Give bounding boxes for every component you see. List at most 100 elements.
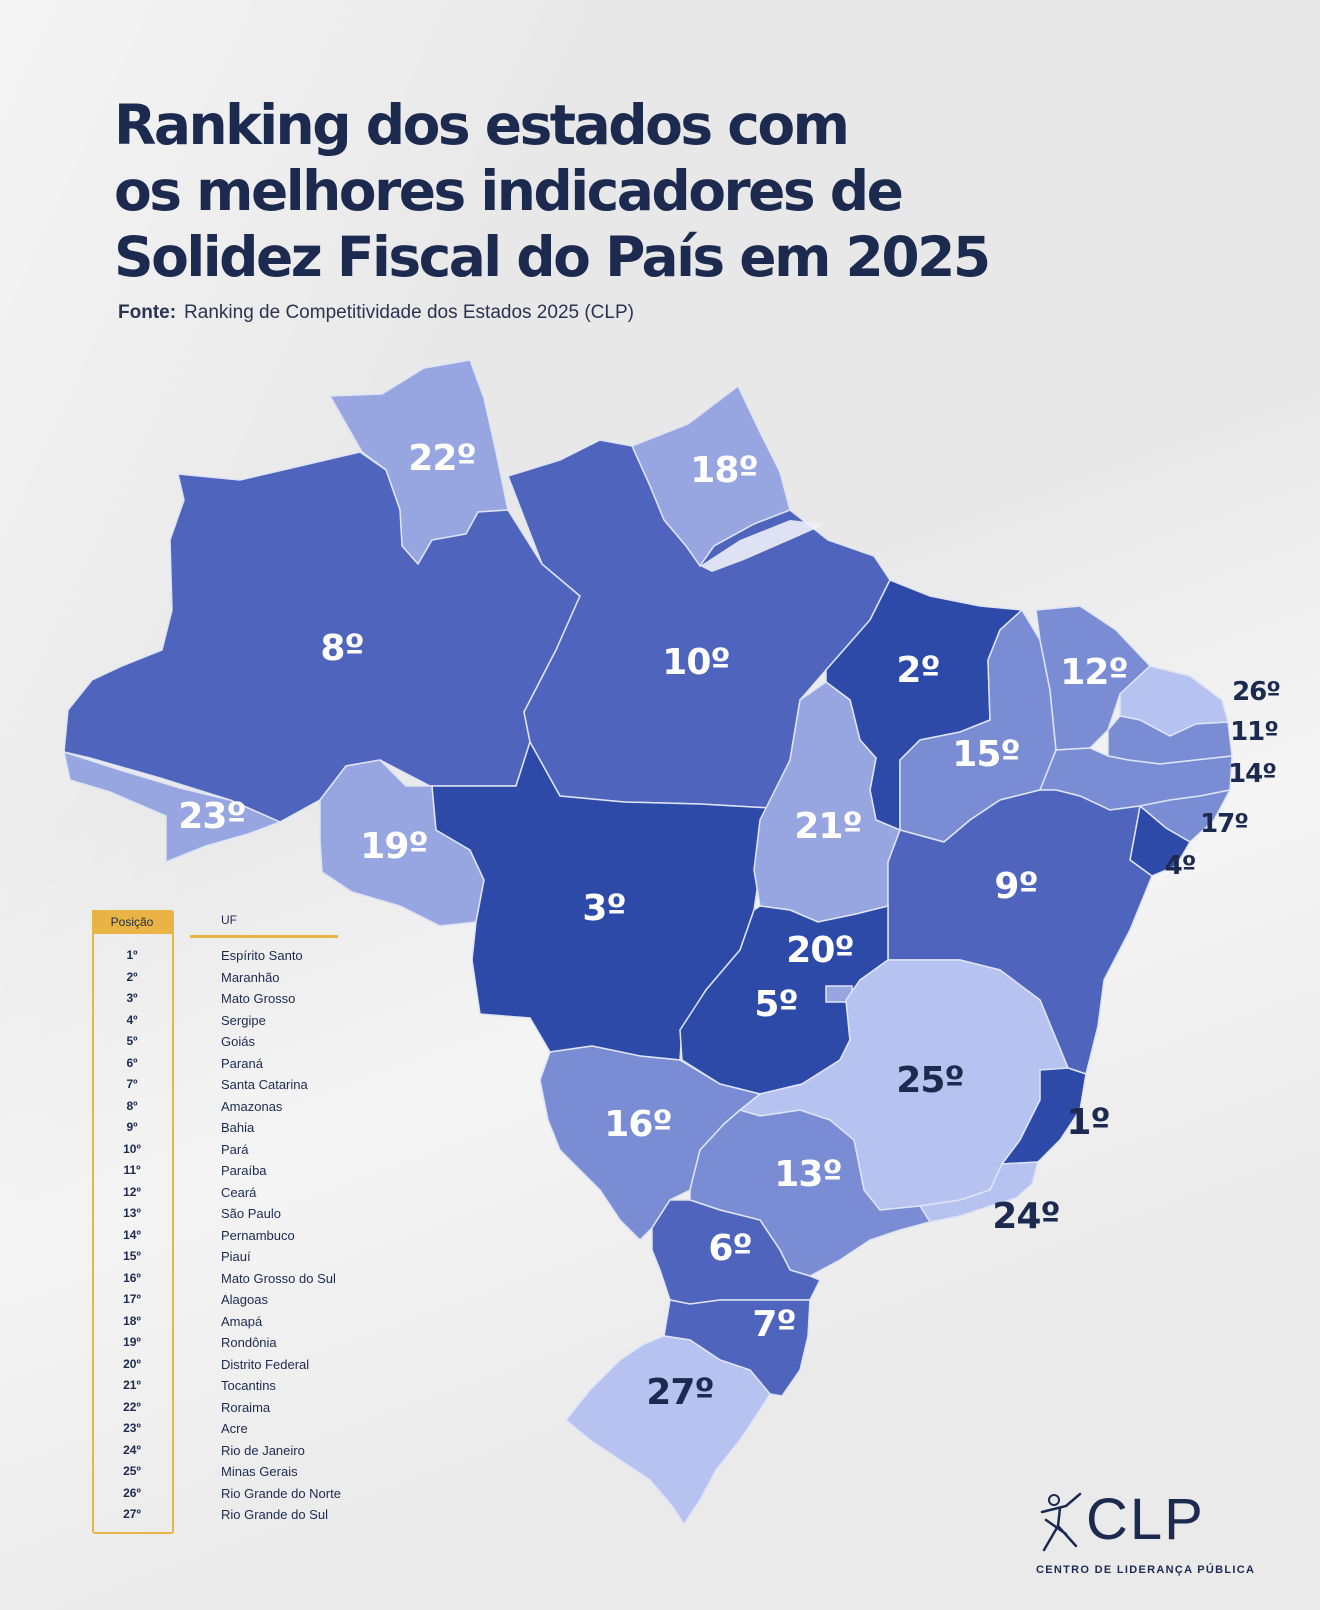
legend-state-name: São Paulo	[221, 1206, 281, 1221]
legend-position: 21º	[123, 1378, 141, 1392]
legend-row: 9º Bahia	[92, 1120, 392, 1141]
legend-row: 23º Acre	[92, 1421, 392, 1442]
rank-label-RS: 27º	[646, 1372, 713, 1413]
legend-position: 3º	[126, 991, 138, 1005]
legend-uf-underline	[190, 935, 338, 938]
legend-state-name: Mato Grosso do Sul	[221, 1270, 336, 1286]
rank-label-RJ: 24º	[992, 1196, 1059, 1237]
legend-position: 11º	[123, 1163, 141, 1177]
legend-row: 24º Rio de Janeiro	[92, 1443, 392, 1464]
legend-position: 2º	[126, 969, 138, 984]
legend-position: 17º	[123, 1292, 141, 1306]
legend-state-name: Goiás	[221, 1034, 255, 1049]
legend-position: 15º	[123, 1249, 141, 1263]
source-note: Fonte: Ranking de Competitividade dos Est…	[118, 302, 634, 324]
rank-label-TO: 21º	[794, 806, 861, 847]
legend-position: 24º	[123, 1442, 141, 1457]
source-label: Fonte:	[118, 302, 177, 323]
legend-row: 21º Tocantins	[92, 1378, 392, 1399]
legend-state-name: Pará	[221, 1141, 249, 1157]
legend-position: 25º	[123, 1464, 141, 1478]
legend-state-name: Santa Catarina	[221, 1077, 308, 1092]
legend-state-name: Rio Grande do Norte	[221, 1485, 341, 1501]
page-title: Ranking dos estados com os melhores indi…	[114, 92, 1074, 290]
rank-label-RN: 26º	[1232, 677, 1280, 707]
legend-row: 5º Goiás	[92, 1034, 392, 1055]
legend-state-name: Roraima	[221, 1399, 271, 1415]
rank-label-AP: 18º	[690, 450, 757, 491]
legend-row: 17º Alagoas	[92, 1292, 392, 1313]
rank-label-MA: 2º	[896, 650, 939, 691]
legend-position: 8º	[126, 1098, 138, 1113]
clp-logo: CLP CENTRO DE LIDERANÇA PÚBLICA	[1036, 1487, 1276, 1576]
legend-position: 6º	[126, 1055, 138, 1070]
state-RJ[interactable]	[918, 1161, 1039, 1223]
legend-position: 10º	[123, 1141, 141, 1156]
rank-label-PI: 15º	[952, 734, 1019, 775]
legend-position: 19º	[123, 1335, 141, 1349]
rank-label-MS: 16º	[604, 1104, 671, 1145]
legend-state-name: Amazonas	[221, 1098, 283, 1114]
legend-row: 8º Amazonas	[92, 1099, 392, 1120]
rank-label-SE: 4º	[1165, 851, 1196, 881]
title-line-3: Solidez Fiscal do País em 2025	[114, 225, 991, 289]
legend-state-name: Rio de Janeiro	[221, 1442, 305, 1458]
legend-position: 1º	[126, 948, 138, 962]
legend-position: 18º	[123, 1313, 141, 1328]
rank-label-RO: 19º	[360, 826, 427, 867]
legend-state-name: Amapá	[221, 1313, 263, 1329]
legend-row: 16º Mato Grosso do Sul	[92, 1271, 392, 1292]
legend-position: 14º	[123, 1227, 141, 1242]
title-line-2: os melhores indicadores de	[114, 159, 904, 223]
legend-row: 3º Mato Grosso	[92, 991, 392, 1012]
legend-row: 11º Paraíba	[92, 1163, 392, 1184]
legend-row: 1º Espírito Santo	[92, 948, 392, 969]
legend-row: 14º Pernambuco	[92, 1228, 392, 1249]
legend-state-name: Maranhão	[221, 969, 280, 985]
legend-state-name: Paraíba	[221, 1163, 267, 1178]
legend-position: 23º	[123, 1421, 141, 1435]
legend-row: 15º Piauí	[92, 1249, 392, 1270]
legend-position: 27º	[123, 1507, 141, 1521]
legend-position: 13º	[123, 1206, 141, 1220]
legend-state-name: Paraná	[221, 1055, 263, 1071]
legend-state-name: Rio Grande do Sul	[221, 1507, 328, 1522]
legend-state-name: Tocantins	[221, 1378, 276, 1393]
state-ES[interactable]	[1000, 1067, 1087, 1165]
legend-row: 26º Rio Grande do Norte	[92, 1486, 392, 1507]
legend-position: 5º	[126, 1034, 138, 1048]
state-AC[interactable]	[62, 750, 282, 864]
legend-state-name: Piauí	[221, 1249, 251, 1264]
legend-row: 4º Sergipe	[92, 1013, 392, 1034]
legend-row: 10º Pará	[92, 1142, 392, 1163]
rank-label-MG: 25º	[896, 1060, 963, 1101]
legend-position: 22º	[123, 1399, 141, 1414]
legend-row: 22º Roraima	[92, 1400, 392, 1421]
legend-state-name: Alagoas	[221, 1292, 268, 1307]
legend-state-name: Ceará	[221, 1184, 257, 1200]
legend-row: 12º Ceará	[92, 1185, 392, 1206]
rank-label-PB: 11º	[1230, 717, 1278, 747]
rank-label-MT: 3º	[582, 888, 625, 929]
legend-position: 4º	[126, 1012, 138, 1027]
legend-state-name: Rondônia	[221, 1335, 277, 1350]
rank-label-AM: 8º	[320, 628, 363, 669]
state-RS[interactable]	[564, 1335, 771, 1526]
legend-position: 9º	[126, 1120, 138, 1134]
rank-label-GO: 5º	[754, 984, 797, 1025]
legend-state-name: Acre	[221, 1421, 248, 1436]
rank-label-RR: 22º	[408, 438, 475, 479]
legend-row: 7º Santa Catarina	[92, 1077, 392, 1098]
legend-position-header: Posição	[92, 910, 172, 934]
rank-label-PA: 10º	[662, 642, 729, 683]
legend-row: 19º Rondônia	[92, 1335, 392, 1356]
legend-state-name: Bahia	[221, 1120, 255, 1135]
legend-position: 7º	[126, 1077, 138, 1091]
legend-state-name: Mato Grosso	[221, 991, 296, 1006]
rank-label-AL: 17º	[1200, 809, 1248, 839]
legend-state-name: Espírito Santo	[221, 948, 303, 963]
legend-row: 13º São Paulo	[92, 1206, 392, 1227]
rank-label-ES: 1º	[1066, 1102, 1109, 1143]
legend-row: 6º Paraná	[92, 1056, 392, 1077]
